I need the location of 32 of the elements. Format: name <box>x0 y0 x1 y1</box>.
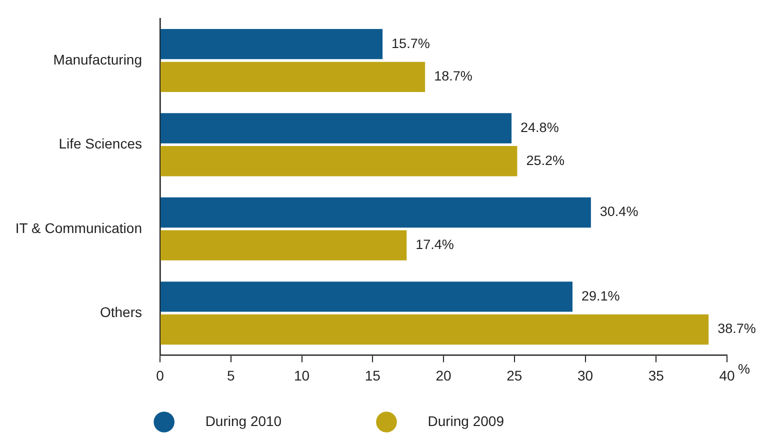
data-label: 29.1% <box>581 288 620 304</box>
data-label: 30.4% <box>600 204 638 220</box>
bar <box>160 230 407 260</box>
data-label: 18.7% <box>434 68 472 84</box>
data-label: 17.4% <box>416 237 454 252</box>
x-tick-label: 10 <box>294 367 310 384</box>
legend-label: During 2009 <box>400 412 578 429</box>
legend-label: During 2010 <box>178 412 356 429</box>
bar <box>160 314 709 345</box>
x-axis-title: % <box>738 362 750 377</box>
bar <box>160 62 426 92</box>
x-tick-label: 0 <box>156 367 164 384</box>
x-tick-label: 5 <box>226 367 235 384</box>
bar <box>160 28 383 60</box>
bar <box>160 113 512 144</box>
x-tick-label: 35 <box>648 367 664 384</box>
data-label: 38.7% <box>718 321 756 336</box>
y-tick-label: Others <box>100 304 142 320</box>
bar <box>160 282 572 312</box>
y-tick-label: Life Sciences <box>58 136 142 152</box>
bar <box>160 146 518 176</box>
x-tick-label: 15 <box>364 367 381 384</box>
data-label: 15.7% <box>392 36 430 51</box>
y-tick-label: Manufacturing <box>53 51 142 68</box>
x-tick-label: 20 <box>436 367 452 384</box>
x-tick-label: 30 <box>577 367 594 384</box>
bar <box>160 197 591 228</box>
y-tick-label: IT & Communication <box>15 220 142 236</box>
x-tick-label: 40 <box>719 367 735 384</box>
data-label: 25.2% <box>526 152 564 168</box>
x-tick-label: 25 <box>506 367 522 384</box>
data-label: 24.8% <box>520 120 559 135</box>
